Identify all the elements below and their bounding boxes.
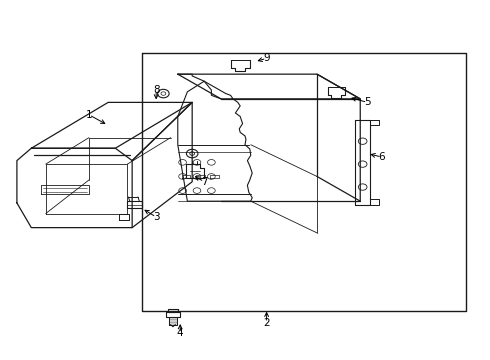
Text: 3: 3	[153, 212, 159, 222]
Text: 8: 8	[153, 85, 159, 95]
Text: 6: 6	[379, 152, 385, 162]
Text: 1: 1	[86, 110, 92, 120]
Text: 4: 4	[177, 328, 183, 338]
Text: 2: 2	[263, 318, 270, 328]
Text: 7: 7	[201, 177, 207, 187]
Text: 5: 5	[364, 98, 371, 107]
Text: 9: 9	[263, 53, 270, 63]
